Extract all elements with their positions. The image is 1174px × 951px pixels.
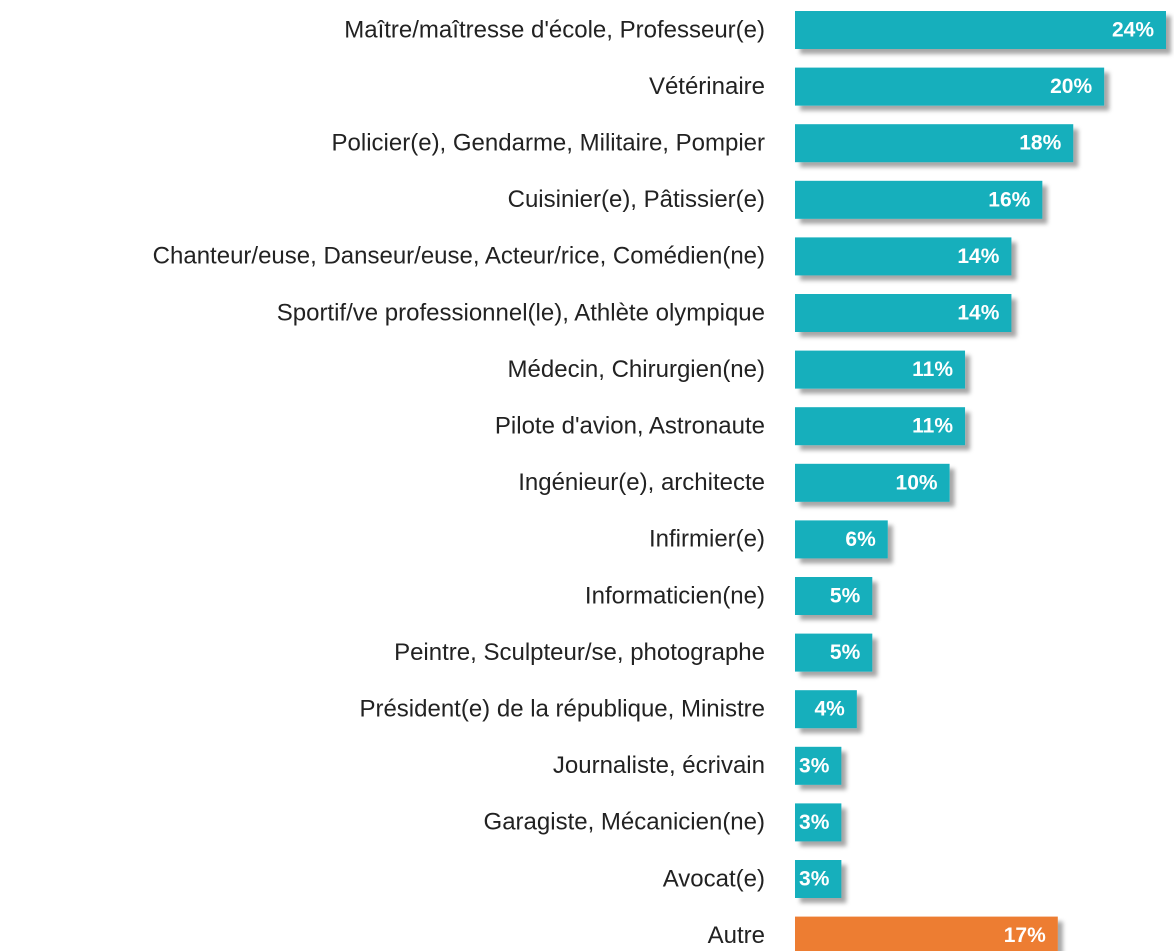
category-label: Autre (708, 922, 765, 949)
bar (795, 180, 1043, 219)
category-label: Pilote d'avion, Astronaute (495, 413, 765, 440)
category-label: Journaliste, écrivain (553, 752, 765, 779)
category-label: Infirmier(e) (649, 526, 765, 553)
data-label: 14% (957, 302, 999, 325)
category-label: Garagiste, Mécanicien(ne) (484, 809, 765, 836)
category-label: Médecin, Chirurgien(ne) (508, 356, 765, 383)
data-label: 14% (957, 245, 999, 268)
bar (795, 294, 1012, 332)
category-label: Vétérinaire (649, 73, 765, 100)
bar (795, 11, 1166, 49)
category-label: Président(e) de la république, Ministre (359, 696, 765, 723)
data-label: 3% (799, 754, 830, 777)
bar (795, 803, 842, 842)
data-label: 24% (1112, 19, 1154, 42)
bar (795, 237, 1012, 276)
bar (795, 124, 1074, 163)
category-label: Sportif/ve professionnel(le), Athlète ol… (277, 299, 765, 326)
data-label: 5% (830, 641, 861, 664)
data-label: 11% (912, 415, 953, 438)
bar (795, 746, 842, 785)
bar (795, 577, 873, 615)
data-label: 11% (912, 358, 953, 381)
bar (795, 520, 888, 559)
bar (795, 350, 966, 389)
bar (795, 690, 857, 729)
category-label: Peintre, Sculpteur/se, photographe (394, 639, 765, 666)
bar (795, 860, 842, 898)
category-label: Policier(e), Gendarme, Militaire, Pompie… (332, 130, 765, 157)
data-label: 6% (845, 528, 876, 551)
data-label: 16% (988, 188, 1030, 211)
bar (795, 633, 873, 672)
category-label: Chanteur/euse, Danseur/euse, Acteur/rice… (153, 243, 765, 270)
category-label: Ingénieur(e), architecte (518, 469, 765, 496)
data-label: 3% (799, 811, 830, 834)
data-label: 4% (814, 698, 845, 721)
bar (795, 463, 950, 502)
data-label: 10% (896, 471, 938, 494)
category-label: Avocat(e) (663, 865, 765, 892)
data-label: 18% (1019, 132, 1061, 155)
data-label: 20% (1050, 75, 1092, 98)
data-label: 17% (1004, 924, 1046, 947)
bar (795, 916, 1058, 951)
data-label: 5% (830, 585, 861, 608)
category-label: Cuisinier(e), Pâtissier(e) (508, 186, 765, 213)
category-label: Informaticien(ne) (585, 582, 765, 609)
bar (795, 407, 966, 446)
category-label: Maître/maîtresse d'école, Professeur(e) (344, 16, 765, 43)
bar (795, 67, 1105, 106)
data-label: 3% (799, 868, 830, 891)
